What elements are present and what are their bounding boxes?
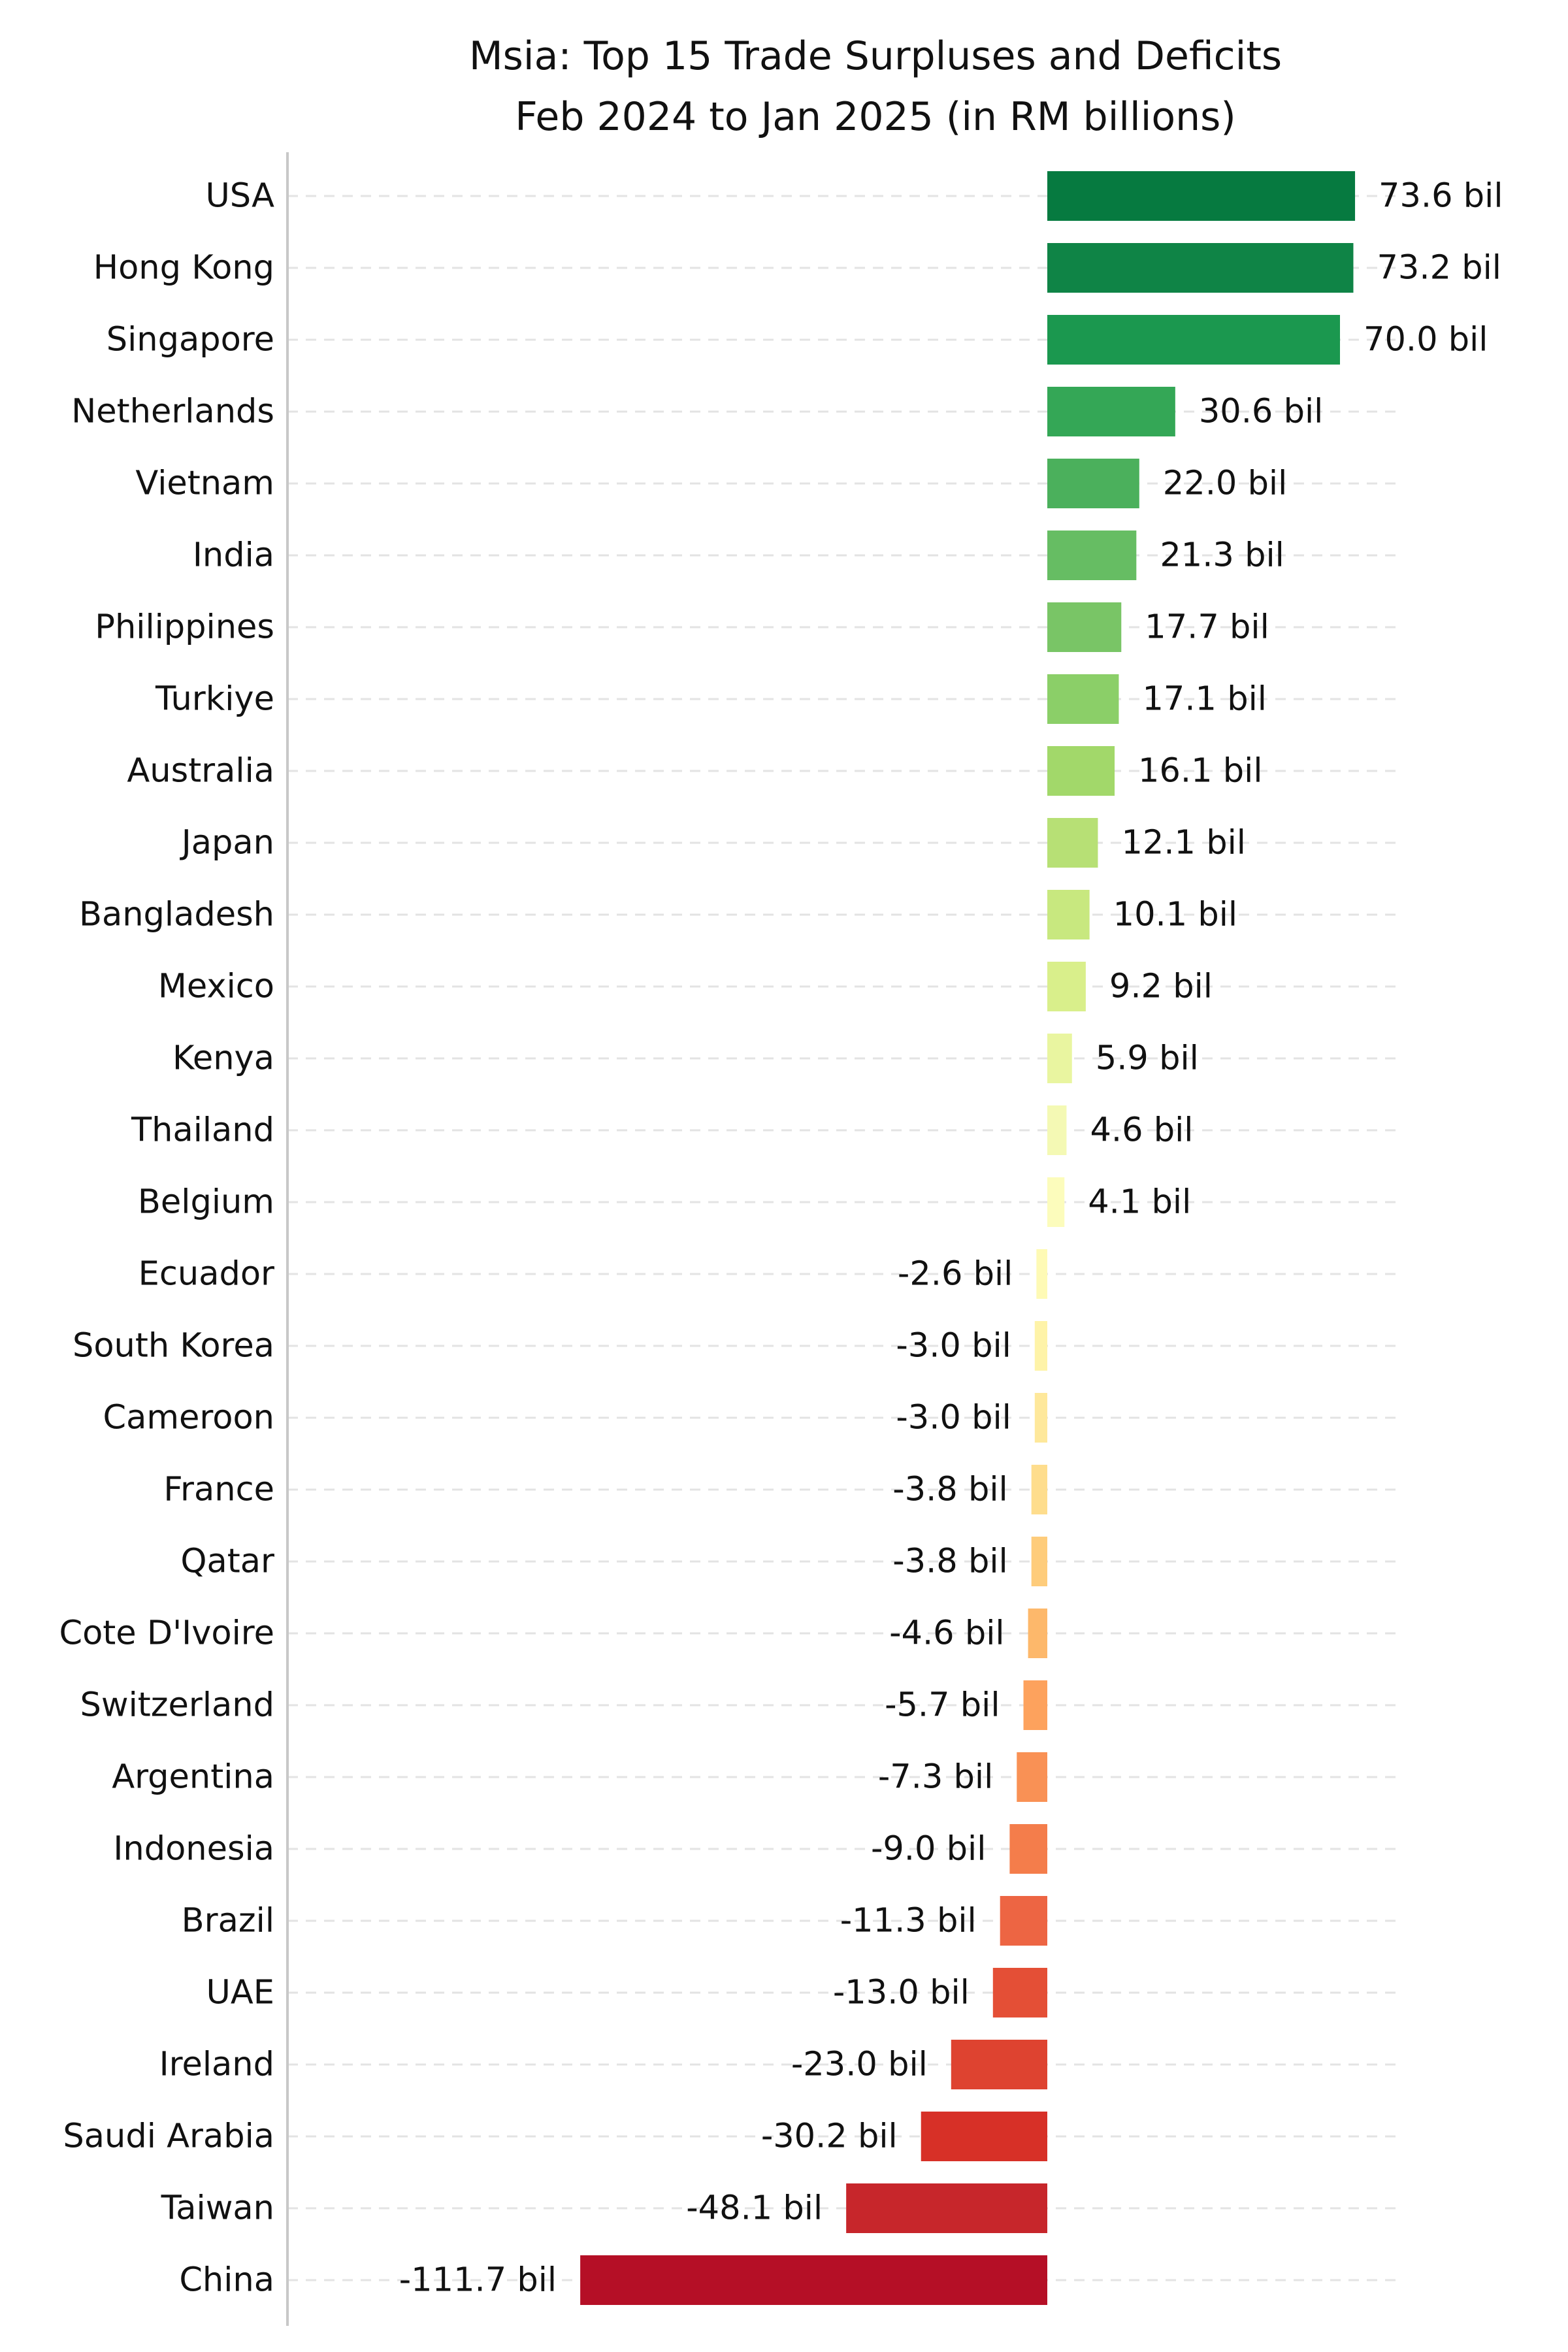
category-label: Indonesia — [113, 1830, 274, 1869]
category-label: Cote D'Ivoire — [59, 1614, 274, 1653]
value-label: 17.7 bil — [1145, 608, 1269, 647]
category-label: Vietnam — [135, 465, 274, 503]
bar-japan — [1047, 818, 1098, 868]
value-label: 73.6 bil — [1379, 177, 1503, 216]
value-label: -13.0 bil — [833, 1974, 970, 2012]
bar-netherlands — [1047, 387, 1175, 436]
bar-australia — [1047, 746, 1115, 796]
value-label: 12.1 bil — [1121, 824, 1245, 862]
value-label: -5.7 bil — [885, 1686, 1000, 1725]
value-label: -111.7 bil — [399, 2261, 557, 2300]
value-label: 17.1 bil — [1142, 680, 1266, 719]
category-label: Hong Kong — [93, 249, 274, 287]
bar-belgium — [1047, 1177, 1065, 1227]
bar-vietnam — [1047, 459, 1139, 508]
bar-taiwan — [846, 2183, 1047, 2233]
value-label: -30.2 bil — [761, 2117, 898, 2156]
value-label: 10.1 bil — [1113, 896, 1237, 934]
bar-usa — [1047, 171, 1356, 221]
value-label: 30.6 bil — [1199, 393, 1323, 431]
bar-switzerland — [1023, 1680, 1047, 1730]
category-label: India — [193, 536, 274, 575]
category-label: Australia — [127, 752, 274, 791]
value-label: -3.8 bil — [892, 1471, 1007, 1509]
bar-saudi-arabia — [921, 2112, 1047, 2161]
category-label: Kenya — [172, 1039, 274, 1078]
value-label: 21.3 bil — [1160, 536, 1284, 575]
bar-philippines — [1047, 602, 1122, 652]
bar-argentina — [1017, 1752, 1047, 1802]
chart-subtitle: Feb 2024 to Jan 2025 (in RM billions) — [515, 94, 1236, 140]
value-label: -2.6 bil — [898, 1255, 1013, 1294]
category-label: China — [179, 2261, 274, 2300]
category-label: Netherlands — [71, 393, 274, 431]
gridlines — [287, 195, 1398, 2281]
category-label: Ecuador — [139, 1255, 274, 1294]
value-label: -3.0 bil — [896, 1399, 1011, 1437]
category-label: Bangladesh — [79, 896, 274, 934]
bar-thailand — [1047, 1105, 1067, 1155]
bar-uae — [992, 1968, 1047, 2017]
category-label: USA — [205, 177, 274, 216]
value-label: 9.2 bil — [1109, 968, 1213, 1006]
bar-brazil — [1000, 1896, 1047, 1946]
category-label: Belgium — [138, 1183, 274, 1222]
chart-title: Msia: Top 15 Trade Surpluses and Deficit… — [469, 33, 1282, 79]
category-label: Turkiye — [155, 680, 274, 719]
bar-ireland — [951, 2040, 1047, 2089]
bar-mexico — [1047, 962, 1086, 1011]
value-label: -3.0 bil — [896, 1327, 1011, 1365]
category-label: Japan — [180, 824, 274, 862]
bar-china — [580, 2255, 1047, 2305]
value-label: -9.0 bil — [871, 1830, 986, 1869]
bar-south-korea — [1034, 1321, 1047, 1371]
value-label: -48.1 bil — [686, 2189, 823, 2228]
bar-hong-kong — [1047, 243, 1354, 293]
value-label: -7.3 bil — [878, 1758, 993, 1797]
category-label: Cameroon — [103, 1399, 275, 1437]
value-label: 5.9 bil — [1096, 1039, 1199, 1078]
category-label: Qatar — [180, 1543, 274, 1581]
category-label: Argentina — [112, 1758, 274, 1797]
value-label: 73.2 bil — [1377, 249, 1501, 287]
value-label: 16.1 bil — [1138, 752, 1262, 791]
category-label: France — [163, 1471, 274, 1509]
bar-france — [1031, 1465, 1047, 1514]
value-label: -11.3 bil — [840, 1902, 977, 1940]
bar-qatar — [1031, 1537, 1047, 1586]
bar-singapore — [1047, 315, 1340, 365]
value-label: -3.8 bil — [892, 1543, 1007, 1581]
value-label: 22.0 bil — [1163, 465, 1287, 503]
value-label: 4.1 bil — [1088, 1183, 1191, 1222]
value-label: -4.6 bil — [889, 1614, 1004, 1653]
bar-cameroon — [1034, 1393, 1047, 1443]
bar-ecuador — [1036, 1249, 1047, 1299]
bars — [580, 171, 1356, 2305]
category-label: South Korea — [73, 1327, 274, 1365]
category-label: Saudi Arabia — [63, 2117, 274, 2156]
category-label: Taiwan — [161, 2189, 274, 2228]
value-label: 4.6 bil — [1090, 1111, 1193, 1150]
category-label: Brazil — [182, 1902, 274, 1940]
bar-turkiye — [1047, 674, 1119, 724]
category-label: Philippines — [95, 608, 274, 647]
category-label: Switzerland — [80, 1686, 274, 1725]
labels: USA 73.6 bil Hong Kong 73.2 bil Singapore 70.… — [59, 177, 1503, 2300]
bar-bangladesh — [1047, 890, 1090, 939]
bar-india — [1047, 531, 1137, 580]
category-label: Singapore — [106, 321, 274, 359]
bar-indonesia — [1009, 1824, 1047, 1874]
category-label: Thailand — [131, 1111, 274, 1150]
value-label: 70.0 bil — [1364, 321, 1488, 359]
category-label: Mexico — [158, 968, 274, 1006]
bar-kenya — [1047, 1034, 1072, 1083]
category-label: Ireland — [159, 2046, 274, 2084]
bar-cote-d-ivoire — [1028, 1609, 1047, 1658]
category-label: UAE — [206, 1974, 274, 2012]
value-label: -23.0 bil — [791, 2046, 928, 2084]
